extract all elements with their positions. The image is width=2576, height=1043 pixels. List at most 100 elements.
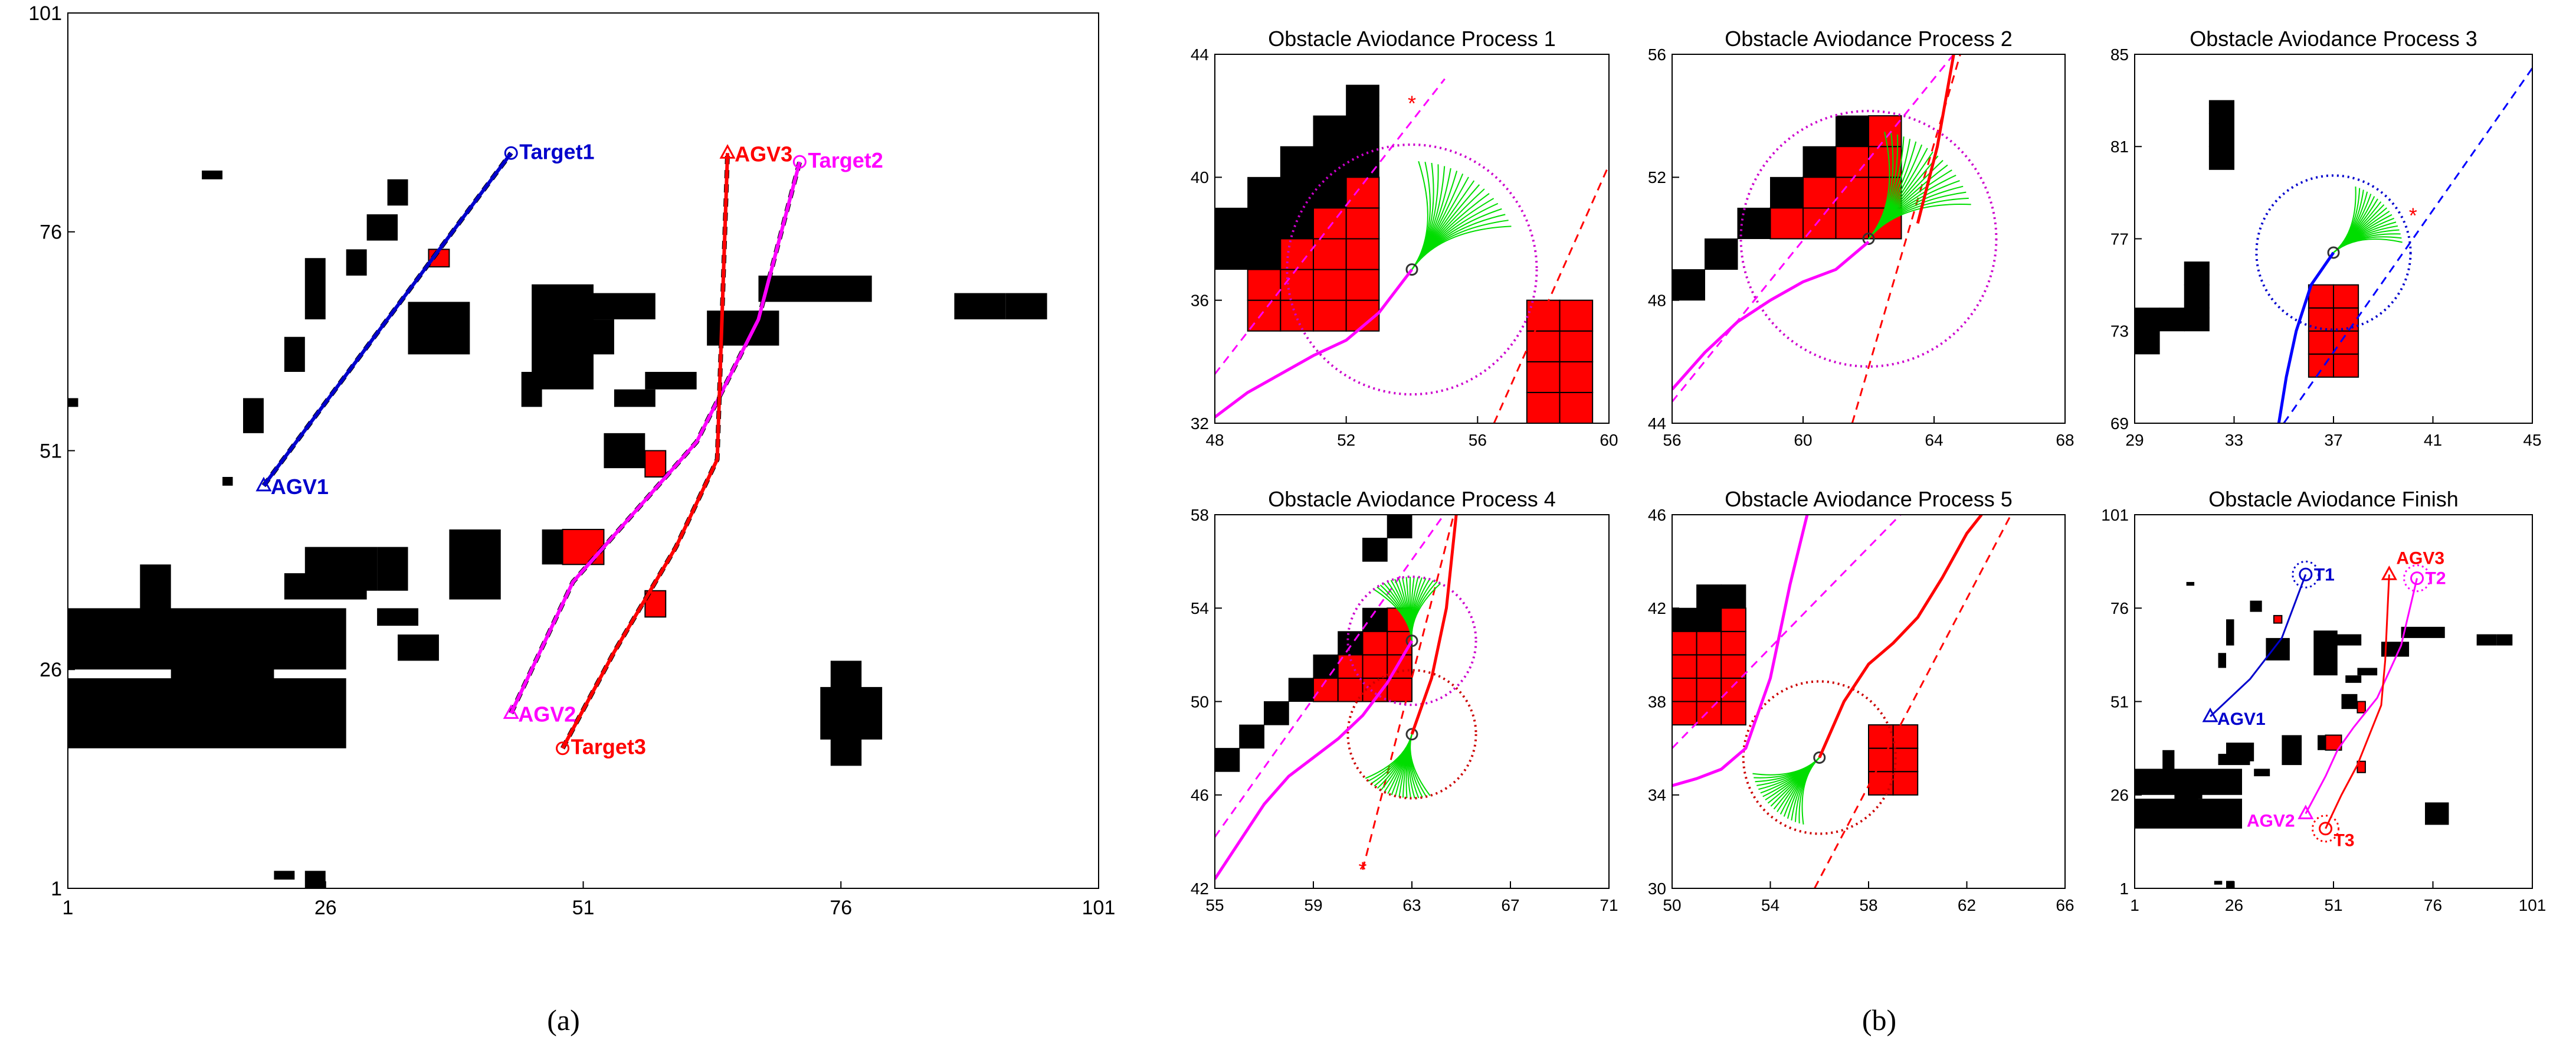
y-tick-label: 42 bbox=[1648, 599, 1666, 617]
obstacle-block bbox=[573, 319, 614, 355]
dynamic-obstacle-cell bbox=[2308, 353, 2334, 378]
x-tick-label: 1 bbox=[63, 897, 74, 919]
dynamic-obstacle-cell bbox=[1868, 771, 1894, 796]
trajectory-red bbox=[1410, 515, 1458, 735]
static-obstacle-cell bbox=[1215, 748, 1240, 772]
dynamic-obstacle-cell bbox=[1696, 677, 1722, 702]
y-tick-label: 46 bbox=[1191, 786, 1209, 805]
obstacle-block bbox=[68, 398, 78, 407]
static-obstacle-cell bbox=[1215, 207, 1248, 239]
x-tick-label: 68 bbox=[2056, 431, 2074, 449]
dynamic-obstacle-cell bbox=[2333, 330, 2359, 355]
static-obstacle-cell bbox=[1720, 584, 1746, 609]
trajectory-magenta bbox=[1215, 640, 1414, 880]
x-tick-label: 26 bbox=[2225, 896, 2243, 914]
dynamic-obstacle-cell bbox=[1526, 391, 1561, 423]
y-tick-label: 76 bbox=[2110, 599, 2129, 617]
dynamic-obstacle-cell bbox=[1280, 269, 1314, 301]
panel-title: Obstacle Aviodance Process 5 bbox=[1725, 487, 2013, 511]
planned-path-dashed-blue bbox=[2283, 67, 2532, 423]
obstacle-block bbox=[242, 398, 264, 433]
planned-path-dashed-red bbox=[1493, 164, 1609, 423]
obstacle-block bbox=[758, 275, 872, 302]
panel-title: Obstacle Aviodance Finish bbox=[2208, 487, 2459, 511]
obstacle-block bbox=[2325, 634, 2362, 646]
static-obstacle-cell bbox=[2184, 261, 2210, 286]
x-tick-label: 54 bbox=[1761, 896, 1779, 914]
static-obstacle-cell bbox=[2208, 146, 2234, 170]
static-obstacle-cell bbox=[1387, 515, 1412, 539]
agv-start-marker bbox=[2298, 805, 2314, 819]
dynamic-obstacle-cell bbox=[1280, 238, 1314, 270]
static-obstacle-cell bbox=[1313, 146, 1347, 178]
safety-circle bbox=[1346, 576, 1477, 707]
agv-label: AGV3 bbox=[2396, 548, 2444, 568]
panel-b-label: (b) bbox=[1862, 1003, 1896, 1037]
fan-ray bbox=[1801, 757, 1820, 825]
static-obstacle-cell bbox=[1215, 238, 1248, 270]
agv-trajectory bbox=[2325, 574, 2390, 829]
dynamic-obstacle-cell bbox=[1313, 238, 1347, 270]
trajectory-red bbox=[1818, 515, 1983, 758]
obstacle-block bbox=[2226, 619, 2234, 646]
obstacle-block bbox=[2162, 750, 2175, 777]
obstacle-block bbox=[2401, 626, 2445, 638]
trajectory-blue bbox=[2277, 251, 2335, 423]
y-tick-label: 58 bbox=[1191, 506, 1209, 524]
y-tick-label: 1 bbox=[2119, 879, 2129, 898]
x-tick-label: 37 bbox=[2324, 431, 2342, 449]
dynamic-obstacle-cell bbox=[1892, 724, 1919, 749]
obstacle-block bbox=[2135, 799, 2242, 829]
static-obstacle-cell bbox=[1313, 654, 1339, 679]
target-marker bbox=[2410, 571, 2424, 586]
y-tick-label: 48 bbox=[1648, 291, 1666, 309]
dynamic-obstacle-cell bbox=[1892, 747, 1919, 773]
obstacle-block bbox=[2186, 581, 2195, 586]
obstacle-block bbox=[2254, 769, 2270, 777]
y-tick-label: 26 bbox=[2110, 786, 2129, 805]
dynamic-obstacle-cell bbox=[1696, 630, 1722, 656]
obstacle-block bbox=[140, 564, 171, 626]
static-obstacle-cell bbox=[2184, 308, 2210, 332]
obstacle-block bbox=[2357, 668, 2378, 676]
x-tick-label: 56 bbox=[1469, 431, 1487, 449]
plot-content bbox=[2135, 574, 2513, 888]
x-tick-label: 51 bbox=[572, 897, 595, 919]
panel-title: Obstacle Aviodance Process 3 bbox=[2190, 27, 2477, 51]
y-tick-label: 81 bbox=[2110, 138, 2129, 156]
fan-ray bbox=[2333, 187, 2357, 253]
dynamic-obstacle-cell bbox=[1345, 176, 1380, 209]
y-tick-label: 51 bbox=[2110, 692, 2129, 711]
y-tick-label: 38 bbox=[1648, 692, 1666, 711]
obstacle-block bbox=[2476, 634, 2497, 646]
dynamic-obstacle-cell bbox=[1802, 176, 1837, 209]
panel-title: Obstacle Aviodance Process 2 bbox=[1725, 27, 2013, 51]
target-marker bbox=[2299, 567, 2313, 581]
dynamic-obstacle-cell bbox=[2333, 284, 2359, 309]
static-obstacle-cell bbox=[1346, 146, 1379, 178]
static-obstacle-cell bbox=[1280, 176, 1314, 208]
static-obstacle-cell bbox=[2184, 285, 2210, 309]
plot-content: * bbox=[2135, 67, 2532, 423]
dynamic-obstacle-cell bbox=[2308, 284, 2334, 309]
y-tick-label: 52 bbox=[1648, 168, 1666, 187]
goal-star-marker: * bbox=[2409, 203, 2417, 227]
dynamic-obstacle-cell bbox=[1526, 330, 1561, 362]
y-tick-label: 46 bbox=[1648, 506, 1666, 524]
static-obstacle-cell bbox=[1696, 607, 1722, 632]
agv-position-marker bbox=[1405, 635, 1418, 648]
fan-ray bbox=[1868, 132, 1890, 240]
y-tick-label: 36 bbox=[1191, 291, 1209, 309]
obstacle-block bbox=[954, 293, 1006, 320]
dynamic-obstacle-cell bbox=[1313, 299, 1347, 332]
static-obstacle-cell bbox=[1672, 607, 1697, 632]
goal-star-marker: * bbox=[1358, 857, 1366, 881]
y-tick-label: 50 bbox=[1191, 692, 1209, 711]
dynamic-obstacle-cell bbox=[1362, 630, 1388, 656]
agv-start-marker bbox=[255, 476, 272, 492]
dynamic-obstacle-cell bbox=[2333, 353, 2359, 378]
safety-circle bbox=[1742, 680, 1897, 835]
static-obstacle-cell bbox=[2135, 308, 2160, 332]
axes-frame bbox=[1214, 54, 1610, 424]
candidate-trajectory-fan bbox=[2333, 187, 2403, 253]
